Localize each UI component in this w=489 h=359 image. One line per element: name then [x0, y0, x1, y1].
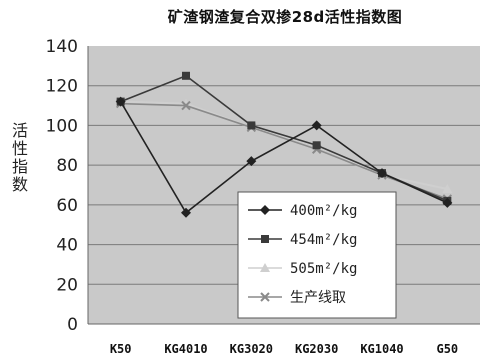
data-point	[311, 120, 322, 131]
data-point	[115, 96, 126, 107]
legend-label: 生产线取	[290, 290, 346, 306]
legend: 400m²/kg 454m²/kg 505m²/kg 生产线取	[237, 191, 397, 319]
data-point	[246, 156, 257, 167]
x-tick-label: KG1040	[360, 342, 403, 356]
legend-item: 505m²/kg	[248, 261, 357, 277]
legend-item: 454m²/kg	[248, 232, 357, 248]
y-tick-label: 0	[67, 315, 78, 335]
chart-title: 矿渣钢渣复合双掺28d活性指数图	[167, 8, 403, 26]
data-point	[247, 121, 256, 130]
legend-marker	[261, 235, 269, 243]
data-point	[442, 197, 453, 208]
legend-marker	[260, 263, 270, 272]
legend-label: 505m²/kg	[290, 261, 357, 277]
legend-label: 400m²/kg	[290, 203, 357, 219]
y-tick-label: 140	[46, 37, 78, 57]
legend-item: 生产线取	[248, 290, 346, 306]
legend-marker	[260, 205, 270, 215]
series-line	[120, 102, 448, 200]
y-tick-label: 40	[56, 236, 78, 256]
data-point	[181, 207, 191, 218]
x-tick-label: KG4010	[164, 342, 207, 356]
x-tick-label: KG2030	[295, 342, 338, 356]
data-point	[377, 168, 387, 179]
y-axis-label: 活性指数	[9, 122, 28, 194]
tick-layer: 0 20 40 60 80 100 120 140 K50 KG4010 KG3020 KG2030 K…	[46, 37, 459, 356]
y-tick-label: 100	[46, 116, 78, 136]
y-tick-label: 20	[56, 275, 78, 295]
data-point	[181, 100, 191, 111]
x-tick-label: G50	[436, 342, 458, 356]
y-tick-label: 120	[46, 77, 78, 97]
y-tick-label: 60	[56, 196, 78, 216]
data-point	[312, 141, 321, 150]
series-1	[115, 96, 453, 218]
data-point	[442, 183, 453, 193]
data-point	[182, 71, 190, 80]
legend-marker	[260, 292, 270, 302]
x-tick-label: KG3020	[230, 342, 273, 356]
grid-layer	[87, 46, 480, 325]
series-line	[119, 101, 448, 214]
x-tick-label: K50	[110, 342, 132, 356]
series-layer	[115, 71, 453, 218]
legend-label: 454m²/kg	[290, 232, 357, 248]
y-tick-label: 80	[56, 156, 78, 176]
legend-item: 400m²/kg	[248, 203, 357, 219]
